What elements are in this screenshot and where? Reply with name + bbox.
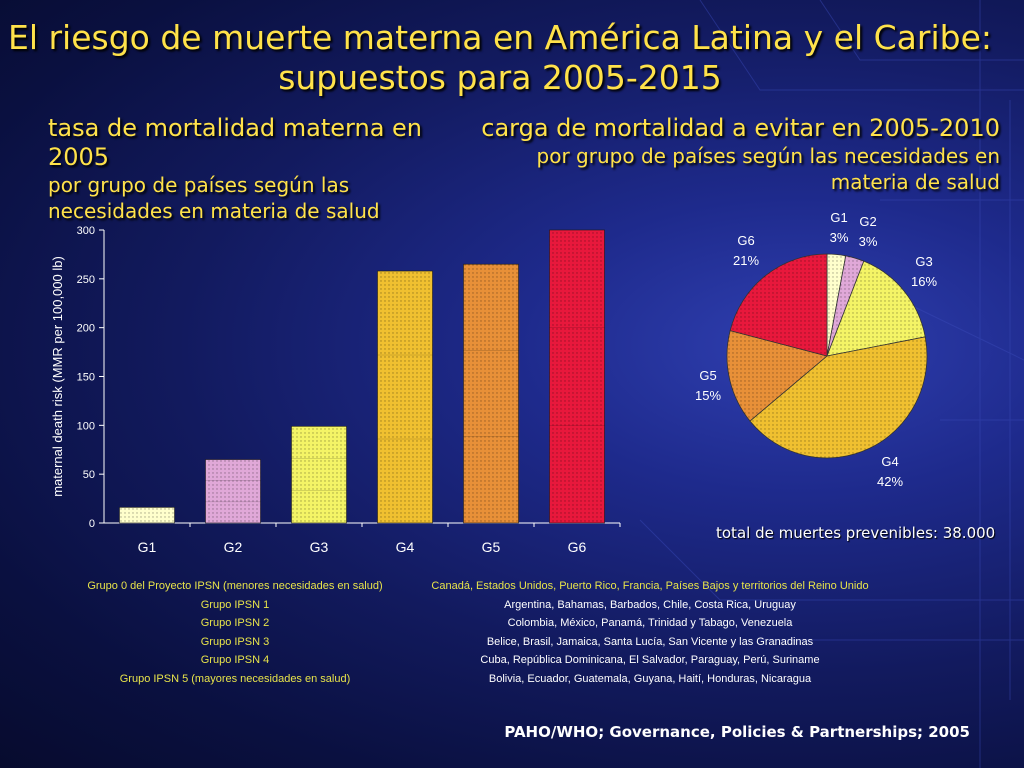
pie-label-percent: 3% [859,234,878,249]
y-tick-label: 300 [77,225,95,237]
pie-label-percent: 15% [695,388,721,403]
y-tick-label: 50 [83,469,95,481]
pie-chart: G1 3% G2 3% G3 16% G4 42% G5 15% G6 21% [695,210,937,489]
pie-slice-texture [730,254,827,356]
legend-group-3: Grupo IPSN 3 [200,635,270,648]
group-legend: Grupo 0 del Proyecto IPSN (menores neces… [60,580,410,691]
x-tick-label: G1 [138,539,157,555]
pie-slice-texture [749,336,927,458]
bar-chart-subtitle-line-1: por grupo de países según las [48,173,350,197]
pie-label-name: G5 [699,368,716,383]
y-tick-label: 150 [77,372,95,384]
legend-group-1: Grupo IPSN 1 [200,598,270,611]
x-tick-label: G5 [482,539,501,555]
pie-label-name: G4 [881,454,898,469]
bar-texture [291,426,347,523]
x-tick-label: G3 [310,539,329,555]
pie-label-name: G3 [915,254,932,269]
pie-label-percent: 21% [733,253,759,268]
legend-group-5: Grupo IPSN 5 (mayores necesidades en sal… [119,672,351,685]
pie-chart-subtitle: carga de mortalidad a evitar en 2005-201… [480,114,1000,195]
pie-slice-texture [726,330,827,422]
pie-chart-heading: carga de mortalidad a evitar en 2005-201… [481,114,1000,142]
bar-texture [119,507,175,523]
legend-group-4: Grupo IPSN 4 [200,654,270,666]
pie-label-name: G2 [859,214,876,229]
bar-chart-heading: tasa de mortalidad materna en 2005 [48,114,423,171]
slide-title: El riesgo de muerte materna en América L… [0,18,1000,98]
pie-label-percent: 16% [911,274,937,289]
x-tick-label: G4 [396,539,415,555]
pie-chart-subtitle-line-1: por grupo de países según las necesidade… [536,144,1000,168]
y-axis-label: maternal death risk (MMR per 100,000 lb) [50,256,65,497]
pie-slice-texture [827,261,926,356]
pie-label-name: G1 [830,210,847,225]
bar-texture [463,264,519,523]
pie-label-percent: 42% [877,474,903,489]
legend-group-2: Grupo IPSN 2 [200,617,270,629]
pie-chart-subtitle-line-2: materia de salud [830,170,1000,194]
y-tick-label: 100 [77,420,95,432]
pie-slice-texture [827,255,864,356]
x-tick-label: G6 [568,539,587,555]
source-citation: PAHO/WHO; Governance, Policies & Partner… [504,723,970,741]
title-line-1: El riesgo de muerte materna en América L… [7,18,992,57]
x-tick-label: G2 [224,539,243,555]
legend-countries-3: Belice, Brasil, Jamaica, Santa Lucía, Sa… [486,635,814,648]
y-tick-label: 0 [89,518,95,530]
y-tick-label: 200 [77,323,95,335]
pie-label-percent: 3% [830,230,849,245]
pie-label-name: G6 [737,233,754,248]
country-legend: Canadá, Estados Unidos, Puerto Rico, Fra… [385,580,915,691]
legend-countries-1: Argentina, Bahamas, Barbados, Chile, Cos… [504,598,796,611]
title-line-2: supuestos para 2005-2015 [278,58,722,97]
bar-texture [377,271,433,523]
total-preventable-deaths: total de muertes prevenibles: 38.000 [716,524,996,542]
bar-texture [205,459,261,523]
legend-countries-4: Cuba, República Dominicana, El Salvador,… [480,654,820,666]
legend-group-0: Grupo 0 del Proyecto IPSN (menores neces… [87,580,383,592]
legend-countries-5: Bolivia, Ecuador, Guatemala, Guyana, Hai… [488,672,812,685]
bar-chart-subtitle: tasa de mortalidad materna en 2005 por g… [48,114,478,224]
bar-chart-subtitle-line-2: necesidades en materia de salud [48,199,380,223]
bar-texture [549,230,605,523]
legend-countries-2: Colombia, México, Panamá, Trinidad y Tab… [507,617,793,629]
y-tick-label: 250 [77,274,95,286]
legend-countries-0: Canadá, Estados Unidos, Puerto Rico, Fra… [431,580,869,592]
bar-chart: 0 50 100 150 200 250 300 maternal death risk (M… [50,225,621,555]
